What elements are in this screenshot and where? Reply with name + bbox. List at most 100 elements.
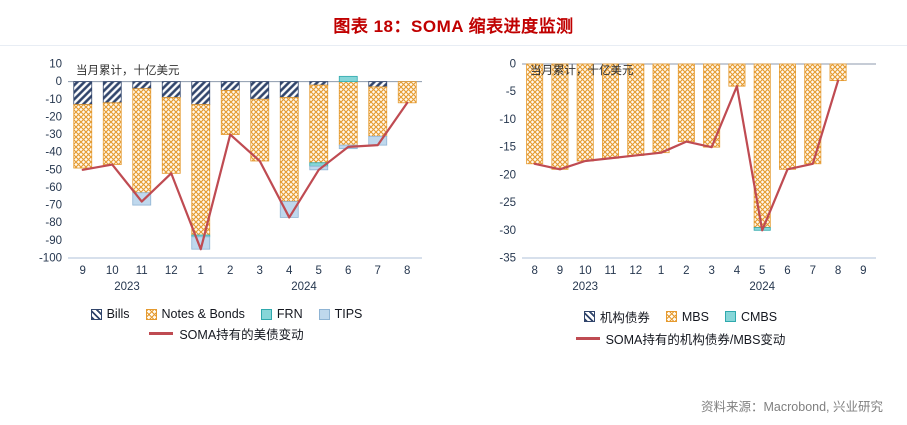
year-label: 2023 [114,281,140,293]
y-tick-label: -35 [499,253,516,265]
legend-row-bars: Bills Notes & Bonds FRN TIPS [26,307,428,321]
x-tick-label: 7 [374,265,380,277]
y-tick-label: -20 [45,111,62,123]
legend-label: 机构债券 [599,311,650,325]
x-tick-label: 6 [784,265,790,277]
bar-segment [279,81,299,98]
legend-swatch [583,311,595,322]
x-tick-label: 3 [256,265,262,277]
bars-layer [525,63,847,231]
bar-segment [576,63,594,162]
legend-swatch [90,308,102,320]
x-tick-label: 3 [708,265,714,277]
bar-segment [131,81,151,90]
bar-segment [161,81,181,98]
year-label: 2023 [572,281,598,293]
mbs-chart-legend: 机构债券 MBS CMBS SOMA持有的机构债券/MBS变动 [480,307,882,348]
y-tick-label: -20 [499,169,516,181]
y-tick-label: -100 [38,253,61,265]
line-series [81,101,408,251]
y-tick-label: -5 [505,86,515,98]
legend-label: Notes & Bonds [161,307,245,321]
source-note: 资料来源：Macrobond, 兴业研究 [701,400,883,414]
legend-item-CMBS: CMBS [724,309,778,324]
chart-annotation: 当月累计，十亿美元 [530,63,634,77]
y-tick-label: 0 [55,76,61,88]
x-tick-label: 8 [404,265,410,277]
bar-segment [161,97,181,174]
legend-line-label: SOMA持有的美债变动 [179,328,304,342]
bar-segment [190,81,210,105]
x-tick-label: 12 [629,265,642,277]
bar-segment [249,98,269,162]
year-label: 2024 [749,281,775,293]
y-tick-label: -80 [45,217,62,229]
bar-segment [727,63,745,87]
legend-item-line: SOMA持有的美债变动 [149,324,304,343]
y-tick-label: -10 [499,114,516,126]
treasury-chart-legend: Bills Notes & Bonds FRN TIPS SOMA持有的美债变动 [26,307,428,343]
bar-segment [190,104,210,236]
bar-segment [220,81,240,91]
bar-segment [367,81,387,88]
bar-segment [367,86,387,137]
x-tick-label: 11 [135,265,147,277]
line-series [533,79,839,232]
y-tick-label: -15 [499,142,516,154]
right-chart-block: 0 -5 -10 -15 -20 -25 -30 -35 当月累计，十亿美元 8 9 10 11 12 1 2… [480,52,882,348]
y-tick-label: 0 [509,59,515,71]
x-tick-label: 9 [860,265,866,277]
bars-layer [72,75,417,250]
legend-row-bars: 机构债券 MBS CMBS [480,307,882,326]
x-tick-label: 5 [759,265,765,277]
x-tick-label: 8 [531,265,537,277]
bar-segment [550,63,568,170]
x-tick-label: 9 [79,265,85,277]
legend-item-机构债券: 机构债券 [583,307,650,326]
bar-segment [601,63,619,159]
bar-segment [525,63,543,165]
x-tick-label: 11 [604,265,616,277]
bar-segment [778,63,796,170]
bar-segment [308,84,328,164]
x-tick-label: 9 [556,265,562,277]
y-tick-label: -30 [45,129,62,141]
bar-segment [249,81,269,100]
legend-label: CMBS [740,309,778,324]
legend-label: MBS [681,309,709,324]
charts-row: 10 0 -10 -20 -30 -40 -50 -60 -70 -80 -90 -100 当月累计，十… [0,52,907,348]
bar-segment [72,104,92,169]
year-label: 2024 [291,281,317,293]
y-tick-label: -70 [45,200,62,212]
y-tick-label: -90 [45,235,62,247]
bar-segment [677,63,695,142]
legend-label: FRN [276,307,303,321]
legend-item-FRN: FRN [260,307,303,321]
x-tick-label: 2 [683,265,689,277]
bar-segment [308,81,328,86]
bar-segment [131,88,151,194]
x-tick-label: 7 [809,265,815,277]
bar-segment [220,90,240,135]
legend-item-Bills: Bills [90,307,130,321]
x-tick-label: 2 [227,265,233,277]
y-tick-label: -10 [45,94,62,106]
x-tick-label: 6 [345,265,351,277]
treasury-chart-svg: 10 0 -10 -20 -30 -40 -50 -60 -70 -80 -90 -100 当月累计，十… [38,59,422,293]
legend-item-line: SOMA持有的机构债券/MBS变动 [575,329,785,348]
chart-annotation: 当月累计，十亿美元 [76,63,180,77]
legend-label: Bills [106,307,130,321]
x-tick-label: 1 [197,265,203,277]
chart-title: 图表 18：SOMA 缩表进度监测 [333,17,574,36]
x-tick-label: 4 [733,265,740,277]
y-tick-label: -50 [45,164,62,176]
bar-segment [829,63,847,82]
legend-swatch [318,308,330,320]
bar-segment [626,63,644,156]
x-tick-label: 10 [105,265,118,277]
legend-line-swatch [575,337,600,340]
y-tick-label: -25 [499,197,516,209]
bar-segment [338,81,358,146]
x-tick-label: 4 [286,265,293,277]
